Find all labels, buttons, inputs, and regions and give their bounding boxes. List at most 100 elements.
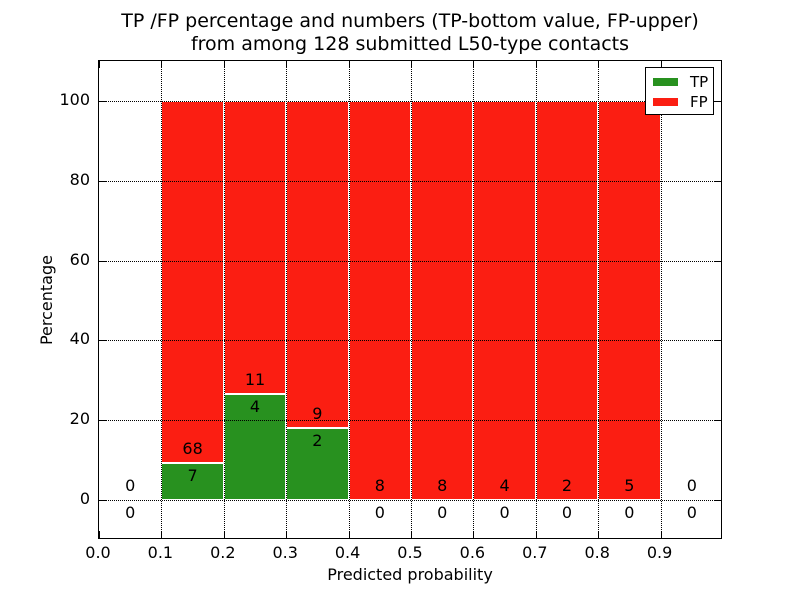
fp-bar-6	[473, 100, 536, 501]
gridline-y-100	[99, 100, 721, 102]
legend-label-fp: FP	[690, 93, 708, 111]
tp-count-label-8: 0	[624, 503, 635, 523]
x-tick-label-0.7: 0.7	[522, 543, 548, 562]
y-tick-right-100	[714, 100, 721, 102]
x-tick-label-0.5: 0.5	[397, 543, 423, 562]
x-tick-bottom-0.4	[348, 531, 350, 538]
fp-bar-7	[535, 100, 599, 501]
tp-bar-1	[161, 462, 224, 501]
tp-count-label-7: 0	[561, 503, 573, 523]
gridline-x-0.5	[411, 61, 412, 538]
tp-count-label-5: 0	[437, 503, 448, 523]
tp-count-label-3: 2	[312, 430, 323, 450]
y-tick-label-80: 80	[69, 169, 90, 189]
chart-title-line-1: TP /FP percentage and numbers (TP-bottom…	[121, 10, 699, 32]
tp-count-label-1: 7	[187, 465, 198, 485]
x-tick-top-0.4	[348, 61, 350, 68]
fp-bar-4	[348, 100, 411, 501]
legend-item-tp: TP	[646, 72, 713, 92]
y-tick-label-100: 100	[59, 89, 90, 109]
x-tick-top-0.2	[223, 61, 225, 68]
y-tick-right-0	[714, 500, 721, 502]
gridline-x-0.8	[598, 61, 600, 538]
gridline-x-0.9	[660, 61, 662, 538]
x-axis-label: Predicted probability	[327, 565, 493, 584]
fp-count-label-5: 8	[437, 476, 448, 496]
fp-count-label-3: 9	[312, 403, 323, 423]
gridline-x-0.3	[286, 61, 288, 538]
fp-count-label-6: 4	[499, 476, 510, 496]
gridline-x-0.2	[223, 61, 225, 538]
legend-item-fp: FP	[646, 92, 713, 112]
gridline-x-0.6	[473, 61, 475, 538]
x-tick-bottom-0.6	[473, 531, 475, 538]
fp-count-label-7: 2	[561, 476, 573, 496]
fp-count-label-0: 0	[125, 476, 136, 496]
gridline-x-0.1	[161, 61, 163, 538]
x-tick-top-0.0	[99, 61, 100, 68]
y-tick-label-60: 60	[69, 249, 90, 269]
fp-bar-3	[286, 100, 349, 428]
y-tick-left-100	[99, 100, 106, 102]
x-tick-label-0.3: 0.3	[272, 543, 298, 562]
x-tick-label-0.6: 0.6	[459, 543, 486, 562]
y-tick-right-40	[714, 340, 721, 342]
x-tick-top-0.3	[286, 61, 288, 68]
x-tick-top-0.6	[473, 61, 475, 68]
y-tick-right-60	[714, 260, 721, 262]
legend-label-tp: TP	[690, 73, 709, 91]
tp-count-label-2: 4	[249, 396, 261, 416]
y-tick-label-40: 40	[69, 329, 90, 349]
y-tick-label-20: 20	[69, 409, 90, 429]
y-tick-left-60	[99, 260, 106, 262]
y-tick-left-40	[99, 340, 106, 342]
y-tick-left-20	[99, 420, 106, 422]
tp-count-label-4: 0	[374, 503, 385, 523]
tp-count-label-6: 0	[499, 503, 510, 523]
y-tick-right-20	[714, 420, 721, 422]
fp-bar-8	[598, 100, 661, 501]
x-tick-bottom-0.7	[535, 531, 537, 538]
gridline-y-40	[99, 340, 721, 342]
tp-count-label-9: 0	[686, 503, 697, 523]
fp-count-label-4: 8	[374, 476, 385, 496]
y-tick-left-0	[99, 500, 106, 502]
legend-swatch-tp	[653, 78, 678, 86]
fp-bar-1	[161, 100, 224, 463]
x-tick-label-0.2: 0.2	[210, 543, 236, 562]
fp-count-label-8: 5	[624, 476, 635, 496]
gridline-y-60	[99, 260, 721, 262]
y-tick-left-80	[99, 180, 106, 182]
fp-bar-2	[223, 100, 287, 394]
legend-swatch-fp	[653, 98, 678, 106]
gridline-y-0	[99, 500, 721, 502]
y-tick-right-80	[714, 180, 721, 182]
x-tick-top-0.5	[411, 61, 412, 68]
gridline-x-0.7	[535, 61, 537, 538]
x-tick-bottom-0.8	[598, 531, 600, 538]
x-tick-label-0.0: 0.0	[85, 543, 111, 562]
x-tick-label-0.9: 0.9	[646, 543, 673, 562]
fp-count-label-1: 68	[182, 438, 203, 458]
legend: TP FP	[645, 67, 714, 115]
x-tick-bottom-0.3	[286, 531, 288, 538]
x-tick-top-0.1	[161, 61, 163, 68]
y-tick-label-0: 0	[79, 489, 90, 509]
fp-count-label-9: 0	[686, 476, 697, 496]
tp-count-label-0: 0	[125, 503, 136, 523]
x-tick-top-0.8	[598, 61, 600, 68]
y-axis-label: Percentage	[37, 255, 56, 346]
fp-count-label-2: 11	[244, 369, 266, 389]
tp-bar-2	[223, 393, 287, 501]
gridline-y-20	[99, 420, 721, 422]
x-tick-label-0.1: 0.1	[147, 543, 174, 562]
x-tick-top-0.7	[535, 61, 537, 68]
x-tick-bottom-0.9	[660, 531, 662, 538]
gridline-y-80	[99, 180, 721, 182]
x-tick-label-0.4: 0.4	[334, 543, 361, 562]
gridline-x-0.4	[348, 61, 350, 538]
x-tick-bottom-0.2	[223, 531, 225, 538]
x-tick-top-0.9	[660, 61, 662, 68]
plot-area: 0 0 68 7 11 4 9 2 8 0 8 0 4 0 2 0 5 0 0 0	[98, 60, 722, 539]
chart-title-line-2: from among 128 submitted L50-type contac…	[190, 33, 630, 55]
